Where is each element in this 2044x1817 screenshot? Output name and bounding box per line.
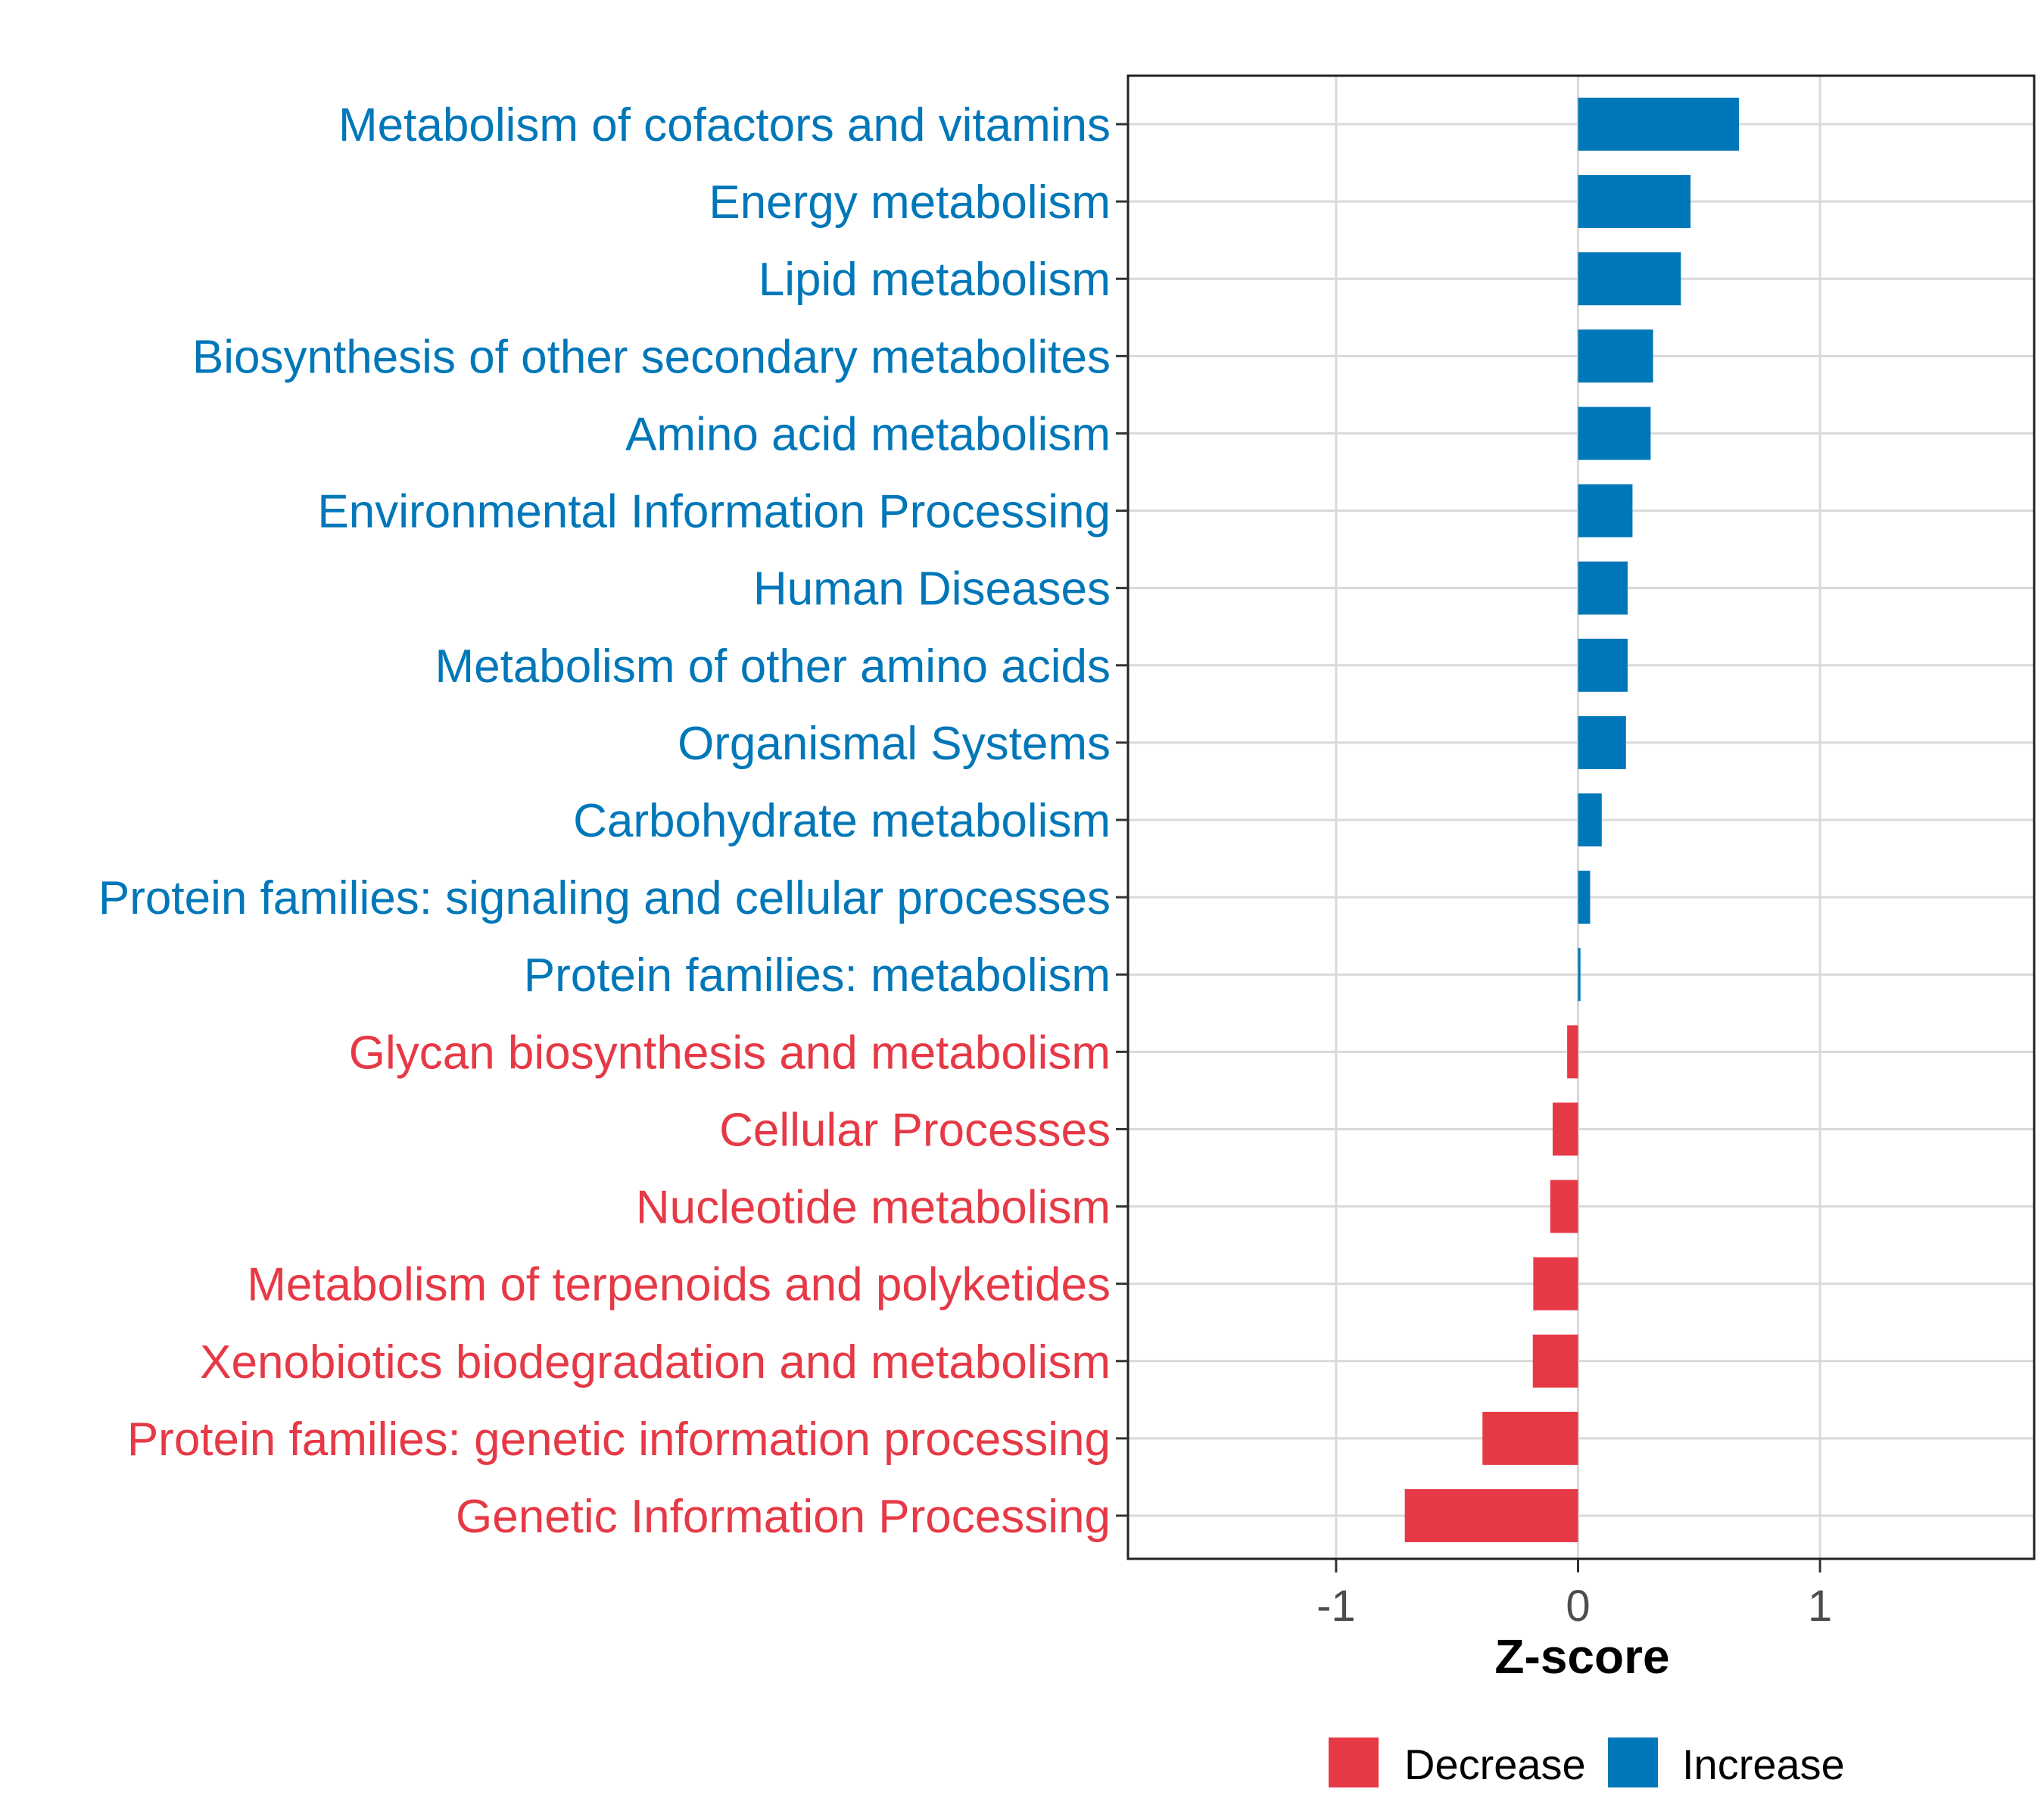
legend-swatch-decrease: [1329, 1738, 1379, 1787]
bar: [1578, 98, 1740, 151]
bar: [1578, 715, 1626, 769]
category-label: Cellular Processes: [719, 1104, 1111, 1156]
bar: [1578, 948, 1581, 1002]
category-labels: Metabolism of cofactors and vitamins Ener…: [98, 99, 1128, 1543]
bar: [1578, 329, 1653, 383]
category-label: Xenobiotics biodegradation and metabolis…: [200, 1336, 1111, 1388]
bar: [1550, 1180, 1578, 1233]
bar: [1578, 561, 1628, 615]
category-label: Metabolism of cofactors and vitamins: [338, 99, 1111, 151]
bar: [1578, 793, 1602, 846]
category-label: Protein families: metabolism: [524, 949, 1111, 1002]
bar: [1482, 1411, 1578, 1465]
legend-label-decrease: Decrease: [1404, 1741, 1586, 1788]
bar: [1578, 175, 1691, 229]
bars: [1404, 98, 1740, 1542]
bar: [1578, 252, 1681, 306]
category-label: Glycan biosynthesis and metabolism: [349, 1027, 1111, 1079]
category-label: Protein families: genetic information pr…: [127, 1413, 1111, 1466]
bar: [1533, 1257, 1578, 1311]
category-label: Nucleotide metabolism: [636, 1182, 1111, 1234]
category-label: Carbohydrate metabolism: [573, 795, 1111, 847]
category-label: Metabolism of terpenoids and polyketides: [247, 1259, 1111, 1311]
category-label: Genetic Information Processing: [456, 1491, 1111, 1543]
bar: [1578, 638, 1628, 692]
category-label: Environmental Information Processing: [317, 486, 1111, 538]
x-axis-title: Z-score: [1494, 1629, 1669, 1684]
category-label: Organismal Systems: [678, 718, 1111, 770]
category-label: Biosynthesis of other secondary metaboli…: [192, 331, 1111, 383]
panel-border: [1126, 74, 2036, 1560]
legend-swatch-increase: [1608, 1738, 1658, 1787]
bar: [1552, 1102, 1578, 1156]
bar: [1567, 1025, 1578, 1079]
bar: [1532, 1334, 1578, 1388]
category-label: Lipid metabolism: [759, 254, 1111, 306]
legend-label-increase: Increase: [1682, 1741, 1845, 1788]
bar: [1578, 484, 1633, 538]
legend: Decrease Increase: [1329, 1738, 1845, 1788]
bar: [1578, 871, 1591, 924]
x-axis-ticks: -1 0 1: [1316, 1559, 1832, 1631]
bar: [1578, 407, 1651, 460]
category-label: Protein families: signaling and cellular…: [98, 872, 1111, 924]
category-label: Amino acid metabolism: [625, 408, 1111, 460]
x-tick-label: -1: [1316, 1582, 1356, 1631]
x-tick-label: 0: [1566, 1582, 1590, 1631]
bar: [1404, 1489, 1578, 1542]
category-label: Energy metabolism: [709, 176, 1111, 229]
category-label: Human Diseases: [753, 563, 1111, 616]
category-label: Metabolism of other amino acids: [435, 640, 1111, 693]
x-tick-label: 1: [1808, 1582, 1832, 1631]
